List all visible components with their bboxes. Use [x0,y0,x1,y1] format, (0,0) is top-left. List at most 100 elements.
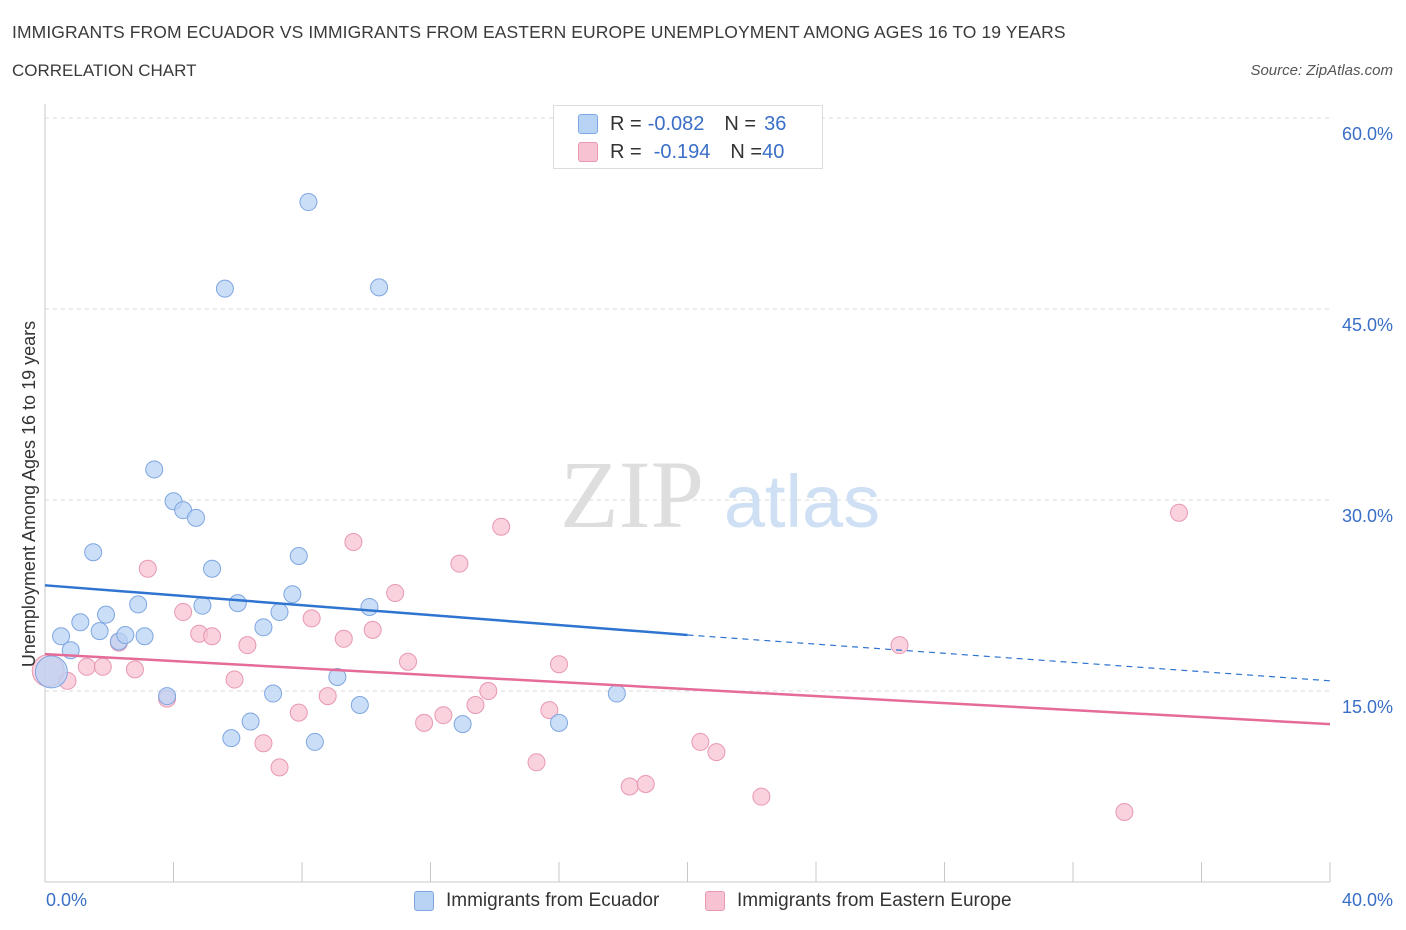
ecuador-point [193,596,212,615]
correlation-legend: R = -0.082 N = 36 R = -0.194 N = 40 [553,105,823,169]
eastern-europe-point [238,636,257,655]
y-tick-labels: 15.0% 30.0% 45.0% 60.0% [1342,124,1393,717]
eastern-europe-point [434,706,453,725]
eastern-europe-point [386,583,405,602]
series-eastern-europe-points [31,503,1189,821]
ecuador-point [360,597,379,616]
ecuador-point [550,713,568,732]
y-tick-label: 30.0% [1342,506,1393,526]
eastern-europe-point [636,774,655,793]
ecuador-point [90,622,109,641]
legend-swatch-eastern-europe [705,891,725,911]
eastern-europe-point [550,655,568,674]
eastern-europe-point [707,743,726,762]
y-tick-label: 45.0% [1342,315,1393,335]
ecuador-point [264,684,283,703]
x-tick-label-min: 0.0% [46,890,88,910]
watermark-zip: ZIP [560,441,704,548]
eastern-europe-point [363,620,382,639]
legend-row-eastern-europe: R = -0.194 N = 40 [578,140,784,164]
eastern-europe-point [752,787,771,806]
ecuador-point [203,559,222,578]
eastern-europe-point [254,734,273,753]
eastern-europe-point [125,660,144,679]
series-ecuador-points [34,193,626,751]
legend-item-label: Immigrants from Eastern Europe [737,890,1012,911]
ecuador-point [97,605,116,624]
legend-n-label: N = [730,140,763,163]
eastern-europe-point [540,701,559,720]
ecuador-point [254,618,273,637]
eastern-europe-point [450,554,469,573]
ecuador-point [145,460,164,479]
eastern-europe-point [203,627,222,646]
eastern-europe-point [289,703,308,722]
ecuador-point [453,715,472,734]
eastern-europe-point [318,687,337,706]
ecuador-point [607,684,626,703]
eastern-europe-point [691,732,710,751]
eastern-europe-point [270,758,289,777]
legend-r-value: -0.194 [653,140,711,163]
chart-title: IMMIGRANTS FROM ECUADOR VS IMMIGRANTS FR… [12,22,1066,42]
legend-n-value: 40 [762,140,785,163]
ecuador-point [370,278,389,297]
ecuador-point [129,595,148,614]
eastern-europe-point [479,682,498,700]
source-label: Source: ZipAtlas.com [1250,62,1393,79]
eastern-europe-point [415,713,434,732]
eastern-europe-point [77,657,96,676]
eastern-europe-point [1170,503,1189,522]
eastern-europe-trend-line [44,652,1331,726]
ecuador-point [158,687,177,706]
watermark-atlas: atlas [724,460,880,543]
y-tick-label: 15.0% [1342,697,1393,717]
ecuador-point [215,279,234,298]
y-axis-label: Unemployment Among Ages 16 to 19 years [19,321,39,667]
eastern-europe-point [174,603,193,622]
legend-r-value: -0.082 [647,112,705,135]
ecuador-point [186,508,205,527]
eastern-europe-point [620,777,639,796]
ecuador-point [283,585,302,604]
legend-swatch-ecuador [414,891,434,911]
ecuador-point [52,627,71,646]
watermark: ZIP atlas [560,441,880,548]
eastern-europe-point [466,696,485,715]
ecuador-point [116,625,135,644]
eastern-europe-point [492,517,511,536]
ecuador-trend-extension [687,634,1331,682]
eastern-europe-point [93,657,112,676]
chart-subtitle: CORRELATION CHART [12,61,197,80]
ecuador-point [328,667,347,686]
ecuador-point [84,543,103,562]
ecuador-point [228,594,247,613]
legend-row-ecuador: R = -0.082 N = 36 [578,112,786,136]
ecuador-trend-line [44,584,688,637]
ecuador-point [34,655,68,689]
ecuador-point [71,613,90,632]
ecuador-point [241,712,260,731]
legend-r-label: R = [610,140,642,163]
ecuador-point [299,193,318,212]
legend-n-value: 36 [764,112,787,135]
ecuador-point [350,696,369,715]
eastern-europe-point [334,629,353,648]
y-tick-label: 60.0% [1342,124,1393,144]
legend-r-label: R = [610,112,642,135]
eastern-europe-point [344,533,363,552]
axes [44,104,1331,883]
eastern-europe-point [225,670,244,689]
x-tick-label-max: 40.0% [1341,890,1393,910]
trend-lines [44,584,1331,726]
eastern-europe-point [527,753,546,772]
legend-item-label: Immigrants from Ecuador [446,890,660,911]
eastern-europe-point [1115,802,1134,821]
legend-n-label: N = [724,112,757,135]
ecuador-point [305,732,324,751]
ecuador-point [222,729,241,748]
legend-item-ecuador: Immigrants from Ecuador [414,890,659,912]
ecuador-point [289,547,308,566]
eastern-europe-point [890,636,909,655]
